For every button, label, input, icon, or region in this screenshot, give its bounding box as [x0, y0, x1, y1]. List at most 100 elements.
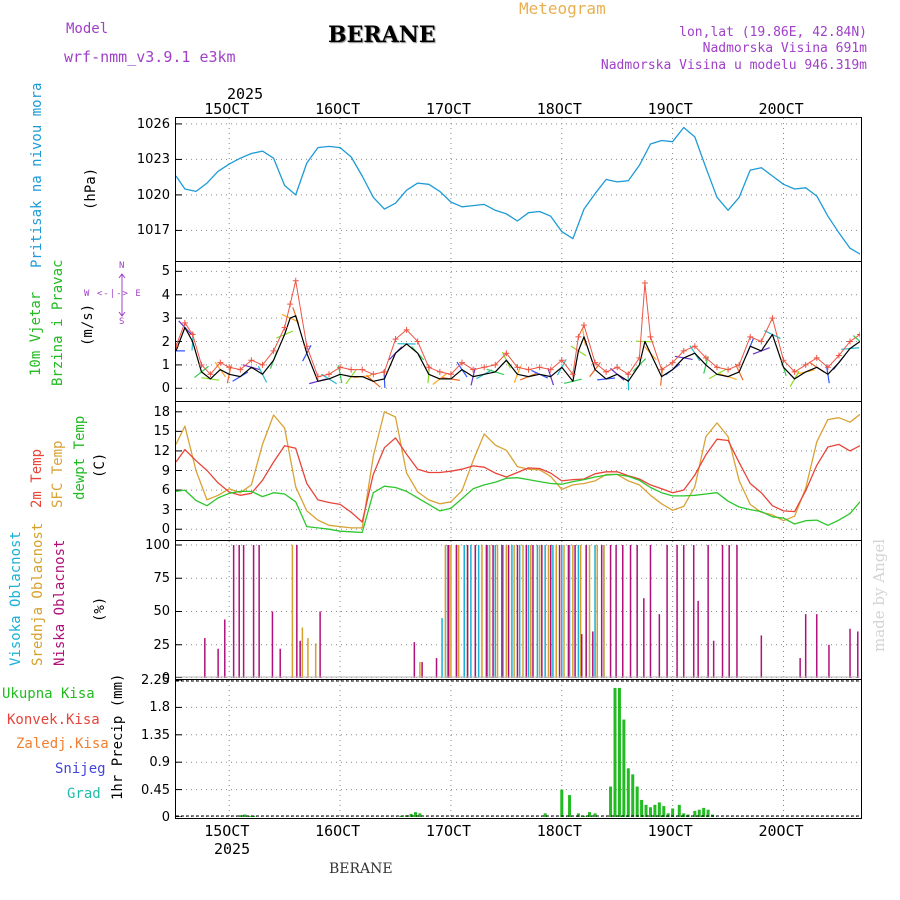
wind-gust-marker: [536, 364, 543, 371]
precip-unit: 1hr Precip (mm): [110, 673, 126, 800]
wind-gust-marker: [747, 333, 754, 340]
precip-total-legend: Ukupna Kisa: [2, 686, 95, 702]
wind-gust-marker: [425, 364, 432, 371]
temperature-panel: [175, 401, 862, 541]
wind-gust-marker: [713, 364, 720, 371]
precip-bar: [657, 802, 661, 817]
wind-gust-marker: [217, 359, 224, 366]
precip-bar: [622, 719, 626, 817]
precip-bar: [543, 813, 547, 817]
precip-bar: [593, 813, 597, 817]
wind-gust-marker: [436, 368, 443, 375]
precip-bar: [640, 799, 644, 817]
pressure-legend: Pritisak na nivou mora: [29, 82, 45, 268]
wind-gust-marker: [592, 359, 599, 366]
wind-gust-marker: [669, 359, 676, 366]
wind-gust-marker: [824, 364, 831, 371]
wind-ytick: 0: [161, 381, 170, 397]
bottom-date-18oct: 18OCT: [536, 822, 582, 840]
precip-ytick: 0: [161, 810, 170, 825]
precip-bar: [702, 807, 706, 817]
temp-ytick: 12: [153, 443, 170, 459]
top-year-label: 2025: [227, 85, 264, 103]
cloud-ytick: 0: [161, 671, 170, 686]
wind-gust-marker: [614, 364, 621, 371]
pressure-ytick: 1017: [136, 223, 170, 239]
cloud-ytick: 50: [153, 604, 170, 620]
pressure-ytick: 1020: [136, 187, 170, 203]
wind-ytick: 2: [161, 334, 170, 350]
model-label: Model: [66, 21, 109, 37]
precip-bar: [677, 804, 681, 817]
wind-gust-marker: [835, 352, 842, 359]
wind-gust-marker: [348, 366, 355, 373]
wind-gust-marker: [558, 357, 565, 364]
temp-ytick: 6: [161, 483, 170, 499]
model-name: wrf-nmm_v3.9.1 e3km: [64, 48, 236, 66]
wind-gust-marker: [492, 361, 499, 368]
precip-bar: [706, 809, 710, 817]
wind-gust-marker: [470, 366, 477, 373]
wind-gust-marker: [791, 368, 798, 375]
precip-frozen-legend: Zaledj.Kisa: [16, 736, 109, 752]
precip-bar: [635, 786, 639, 817]
wind-ytick: 1: [161, 357, 170, 373]
pressure-unit: (hPa): [83, 167, 99, 210]
wind-gust-marker: [580, 322, 587, 329]
precip-panel: [175, 679, 862, 819]
precip-bar: [653, 804, 657, 817]
precip-bar: [626, 768, 630, 817]
wind-gust-marker: [802, 361, 809, 368]
cloud-mid-legend: Srednja Oblacnost: [30, 522, 46, 666]
precip-bar: [662, 806, 666, 817]
wind-gust-marker: [691, 343, 698, 350]
precip-ytick: 2.25: [141, 673, 170, 688]
wind-gust-marker: [636, 354, 643, 361]
wind-gust-marker: [370, 371, 377, 378]
wind-panel: [167, 261, 868, 402]
footer-station: BERANE: [329, 861, 393, 877]
wind-gust-marker: [459, 359, 466, 366]
wind-gust-marker: [259, 361, 266, 368]
precip-ytick: 0.45: [141, 782, 170, 798]
precip-conv-legend: Konvek.Kisa: [7, 712, 100, 728]
precip-bar: [409, 813, 413, 817]
precip-bar: [576, 813, 580, 817]
wind-gust-marker: [292, 277, 299, 284]
wind-compass-icon: [118, 273, 126, 317]
cloud-panel: [175, 540, 862, 680]
precip-bar: [418, 813, 422, 817]
pressure-line: [175, 126, 861, 255]
cloud-ytick: 100: [145, 537, 170, 553]
bottom-date-16oct: 16OCT: [315, 822, 361, 840]
bottom-date-17oct: 17OCT: [425, 822, 472, 840]
wind-gust-marker: [658, 366, 665, 373]
precip-bar: [671, 808, 675, 817]
temp-dewpt-legend: dewpt Temp: [72, 415, 88, 500]
wind-gust-marker: [569, 371, 576, 378]
top-date-20oct: 20OCT: [758, 100, 804, 118]
wind-gust-marker: [575, 333, 582, 340]
wind-legend-line2: Brzina i Pravac: [50, 259, 66, 386]
wind-gust-line: [175, 280, 861, 378]
wind-ytick: 5: [161, 264, 170, 280]
precip-bar: [243, 814, 247, 817]
precip-bar: [648, 807, 652, 817]
wind-compass-we: W <-|-> E: [84, 289, 142, 299]
precip-bar: [588, 812, 592, 817]
precip-bar: [631, 774, 635, 817]
temp-ytick: 18: [153, 404, 170, 420]
precip-ytick: 1.8: [149, 700, 170, 716]
top-date-17oct: 17OCT: [425, 100, 472, 118]
precip-bar: [609, 786, 613, 817]
wind-gust-marker: [514, 364, 521, 371]
model-altitude-readout: Nadmorska Visina u modelu 946.319m: [600, 58, 867, 73]
cloud-low-legend: Niska Oblacnost: [52, 539, 68, 666]
wind-gust-marker: [847, 338, 854, 345]
wind-gust-marker: [237, 366, 244, 373]
wind-gust-marker: [680, 347, 687, 354]
meteogram-title: Meteogram: [519, 0, 606, 18]
pressure-ytick: 1023: [136, 152, 170, 168]
temp-unit: (C): [92, 452, 108, 478]
wind-gust-marker: [503, 350, 510, 357]
